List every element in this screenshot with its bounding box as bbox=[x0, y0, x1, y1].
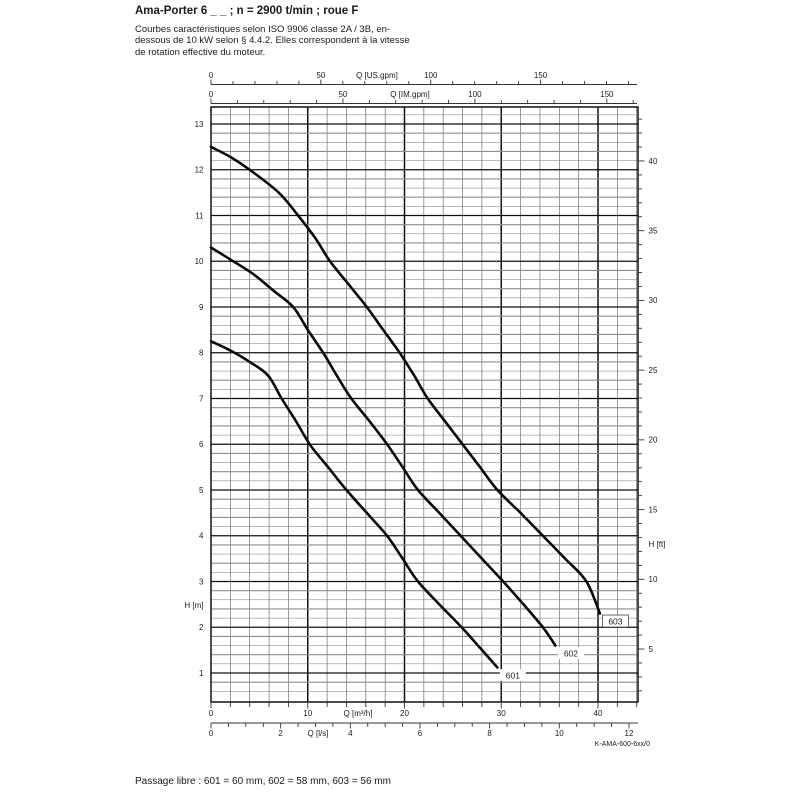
page-title: Ama-Porter 6 _ _ ; n = 2900 t/min ; roue… bbox=[135, 5, 359, 17]
curve-603 bbox=[209, 145, 602, 615]
tick-label-m: 9 bbox=[199, 303, 204, 312]
tick-label-ft: 5 bbox=[649, 645, 654, 654]
tick-label-m: 10 bbox=[195, 257, 204, 266]
axis-label-h-m: H [m] bbox=[184, 601, 203, 610]
tick-label-us: 100 bbox=[424, 71, 438, 80]
tick-label-m3h: 30 bbox=[497, 709, 506, 718]
tick-label-ft: 35 bbox=[649, 226, 658, 235]
tick-label-ft: 30 bbox=[649, 296, 658, 305]
tick-label-ls: 8 bbox=[487, 729, 492, 738]
tick-label-ft: 20 bbox=[649, 436, 658, 445]
tick-label-m3h: 10 bbox=[303, 709, 312, 718]
tick-label-ft: 10 bbox=[649, 575, 658, 584]
curve-label-601: 601 bbox=[506, 670, 520, 680]
curve-label-602: 602 bbox=[564, 648, 578, 658]
subtitle-line: dessous de 10 kW selon § 4.4.2. Elles co… bbox=[135, 35, 410, 47]
tick-label-m: 3 bbox=[199, 577, 204, 586]
tick-label-m: 7 bbox=[199, 394, 204, 403]
tick-label-m: 11 bbox=[195, 211, 204, 220]
tick-label-us: 150 bbox=[534, 71, 548, 80]
tick-label-us: 0 bbox=[209, 71, 214, 80]
tick-label-ls: 10 bbox=[555, 729, 564, 738]
curve-label-603: 603 bbox=[608, 616, 622, 626]
subtitle-line: Courbes caractéristiques selon ISO 9906 … bbox=[135, 24, 391, 35]
tick-label-m: 2 bbox=[199, 623, 204, 632]
tick-label-m: 12 bbox=[195, 166, 204, 175]
tick-label-m3h: 40 bbox=[594, 709, 603, 718]
axis-label-us-gpm: Q [US.gpm] bbox=[356, 71, 398, 80]
tick-label-m3h: 0 bbox=[209, 709, 214, 718]
tick-label-m: 4 bbox=[199, 532, 204, 541]
tick-label-ls: 12 bbox=[625, 729, 634, 738]
doc-code: K-AMA-600-6xx/0 bbox=[595, 741, 650, 748]
axis-label-m3h: Q [m³/h] bbox=[344, 709, 373, 718]
tick-label-ls: 4 bbox=[348, 729, 353, 738]
axis-label-h-ft: H [ft] bbox=[649, 540, 666, 549]
subtitle-line: de rotation effective du moteur. bbox=[135, 46, 266, 58]
tick-label-ft: 15 bbox=[649, 505, 658, 514]
tick-label-m: 13 bbox=[195, 120, 204, 129]
page-subtitle: Courbes caractéristiques selon ISO 9906 … bbox=[135, 24, 410, 58]
tick-label-m: 6 bbox=[199, 440, 204, 449]
tick-label-im: 150 bbox=[600, 90, 614, 99]
curve-label-box-601 bbox=[499, 669, 526, 682]
tick-label-ls: 6 bbox=[418, 729, 423, 738]
tick-label-m3h: 20 bbox=[400, 709, 409, 718]
tick-label-m: 5 bbox=[199, 486, 204, 495]
tick-label-im: 50 bbox=[338, 90, 347, 99]
curve-label-box-603 bbox=[602, 614, 629, 628]
curve-602 bbox=[209, 246, 557, 647]
axis-label-im-gpm: Q [IM.gpm] bbox=[390, 90, 430, 99]
curve-601 bbox=[209, 340, 499, 669]
passage-libre-note: Passage libre : 601 = 60 mm, 602 = 58 mm… bbox=[135, 776, 391, 787]
tick-label-im: 100 bbox=[468, 90, 482, 99]
tick-label-m: 1 bbox=[199, 669, 204, 678]
tick-label-m: 8 bbox=[199, 349, 204, 358]
tick-label-ls: 2 bbox=[278, 729, 283, 738]
tick-label-im: 0 bbox=[209, 90, 214, 99]
tick-label-ft: 25 bbox=[649, 366, 658, 375]
tick-label-ls: 0 bbox=[209, 729, 214, 738]
plot-frame bbox=[210, 106, 639, 703]
tick-label-us: 50 bbox=[316, 71, 325, 80]
curve-label-box-602 bbox=[557, 647, 584, 660]
tick-label-ft: 40 bbox=[649, 157, 658, 166]
axis-label-ls: Q [l/s] bbox=[308, 729, 329, 738]
